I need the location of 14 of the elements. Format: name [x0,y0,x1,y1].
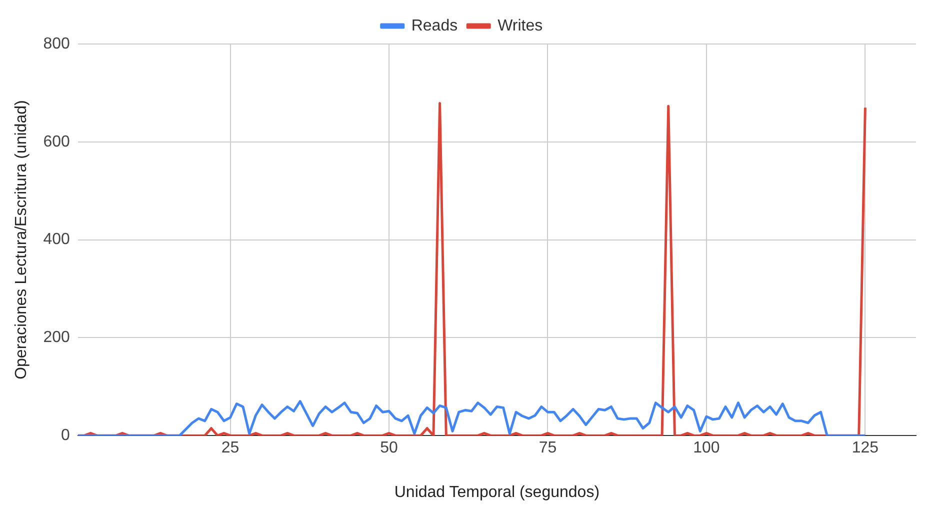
x-tick-label: 25 [221,440,240,457]
y-axis-title: Operaciones Lectura/Escritura (unidad) [13,100,30,380]
x-axis-title: Unidad Temporal (segundos) [394,484,600,501]
x-tick-label: 75 [538,440,557,457]
legend-label: Reads [411,17,458,34]
y-tick-label: 400 [43,231,70,248]
legend-label: Writes [498,17,543,34]
y-tick-label: 600 [43,133,70,150]
y-tick-label: 200 [43,329,70,346]
y-tick-label: 0 [60,427,70,444]
y-tick-label: 800 [43,35,70,52]
x-tick-label: 100 [693,440,720,457]
x-tick-label: 50 [380,440,398,457]
x-tick-label: 125 [852,440,879,457]
